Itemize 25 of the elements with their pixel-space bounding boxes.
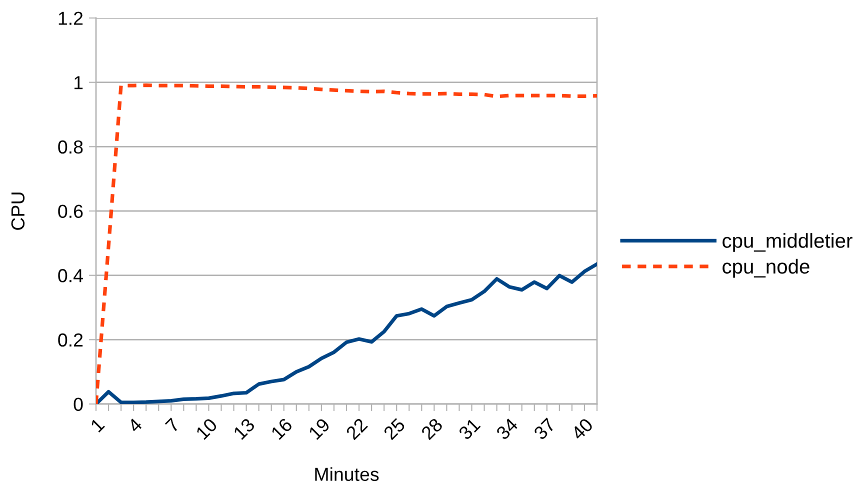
x-tick-label: 10 (195, 417, 218, 440)
y-axis-title: CPU (11, 192, 25, 230)
x-tick-label: 34 (495, 417, 519, 440)
y-tick-label: 0.6 (58, 204, 83, 218)
y-tick-label: 1.2 (58, 12, 83, 25)
x-tick-label: 37 (533, 418, 556, 440)
y-tick-label: 1 (74, 76, 83, 90)
y-tick-label: 0 (74, 398, 83, 411)
x-tick-label: 1 (90, 418, 105, 432)
x-tick-label: 22 (345, 418, 368, 440)
x-tick-label: 25 (382, 417, 406, 440)
x-tick-label: 40 (570, 417, 594, 441)
legend-label: cpu_middletier (722, 233, 852, 252)
x-tick-label: 19 (308, 417, 331, 440)
x-axis-title: Minutes (315, 467, 379, 481)
y-tick-label: 0.8 (58, 140, 83, 154)
x-tick-label: 13 (232, 417, 256, 440)
y-tick-label: 0.4 (58, 269, 83, 282)
x-tick-label: 28 (420, 417, 444, 440)
x-tick-label: 7 (164, 418, 180, 433)
x-tick-label: 31 (458, 417, 481, 440)
legend-label: cpu_node (722, 258, 810, 278)
y-tick-label: 0.2 (58, 333, 83, 347)
x-tick-label: 16 (270, 417, 294, 440)
x-tick-label: 4 (126, 417, 143, 434)
